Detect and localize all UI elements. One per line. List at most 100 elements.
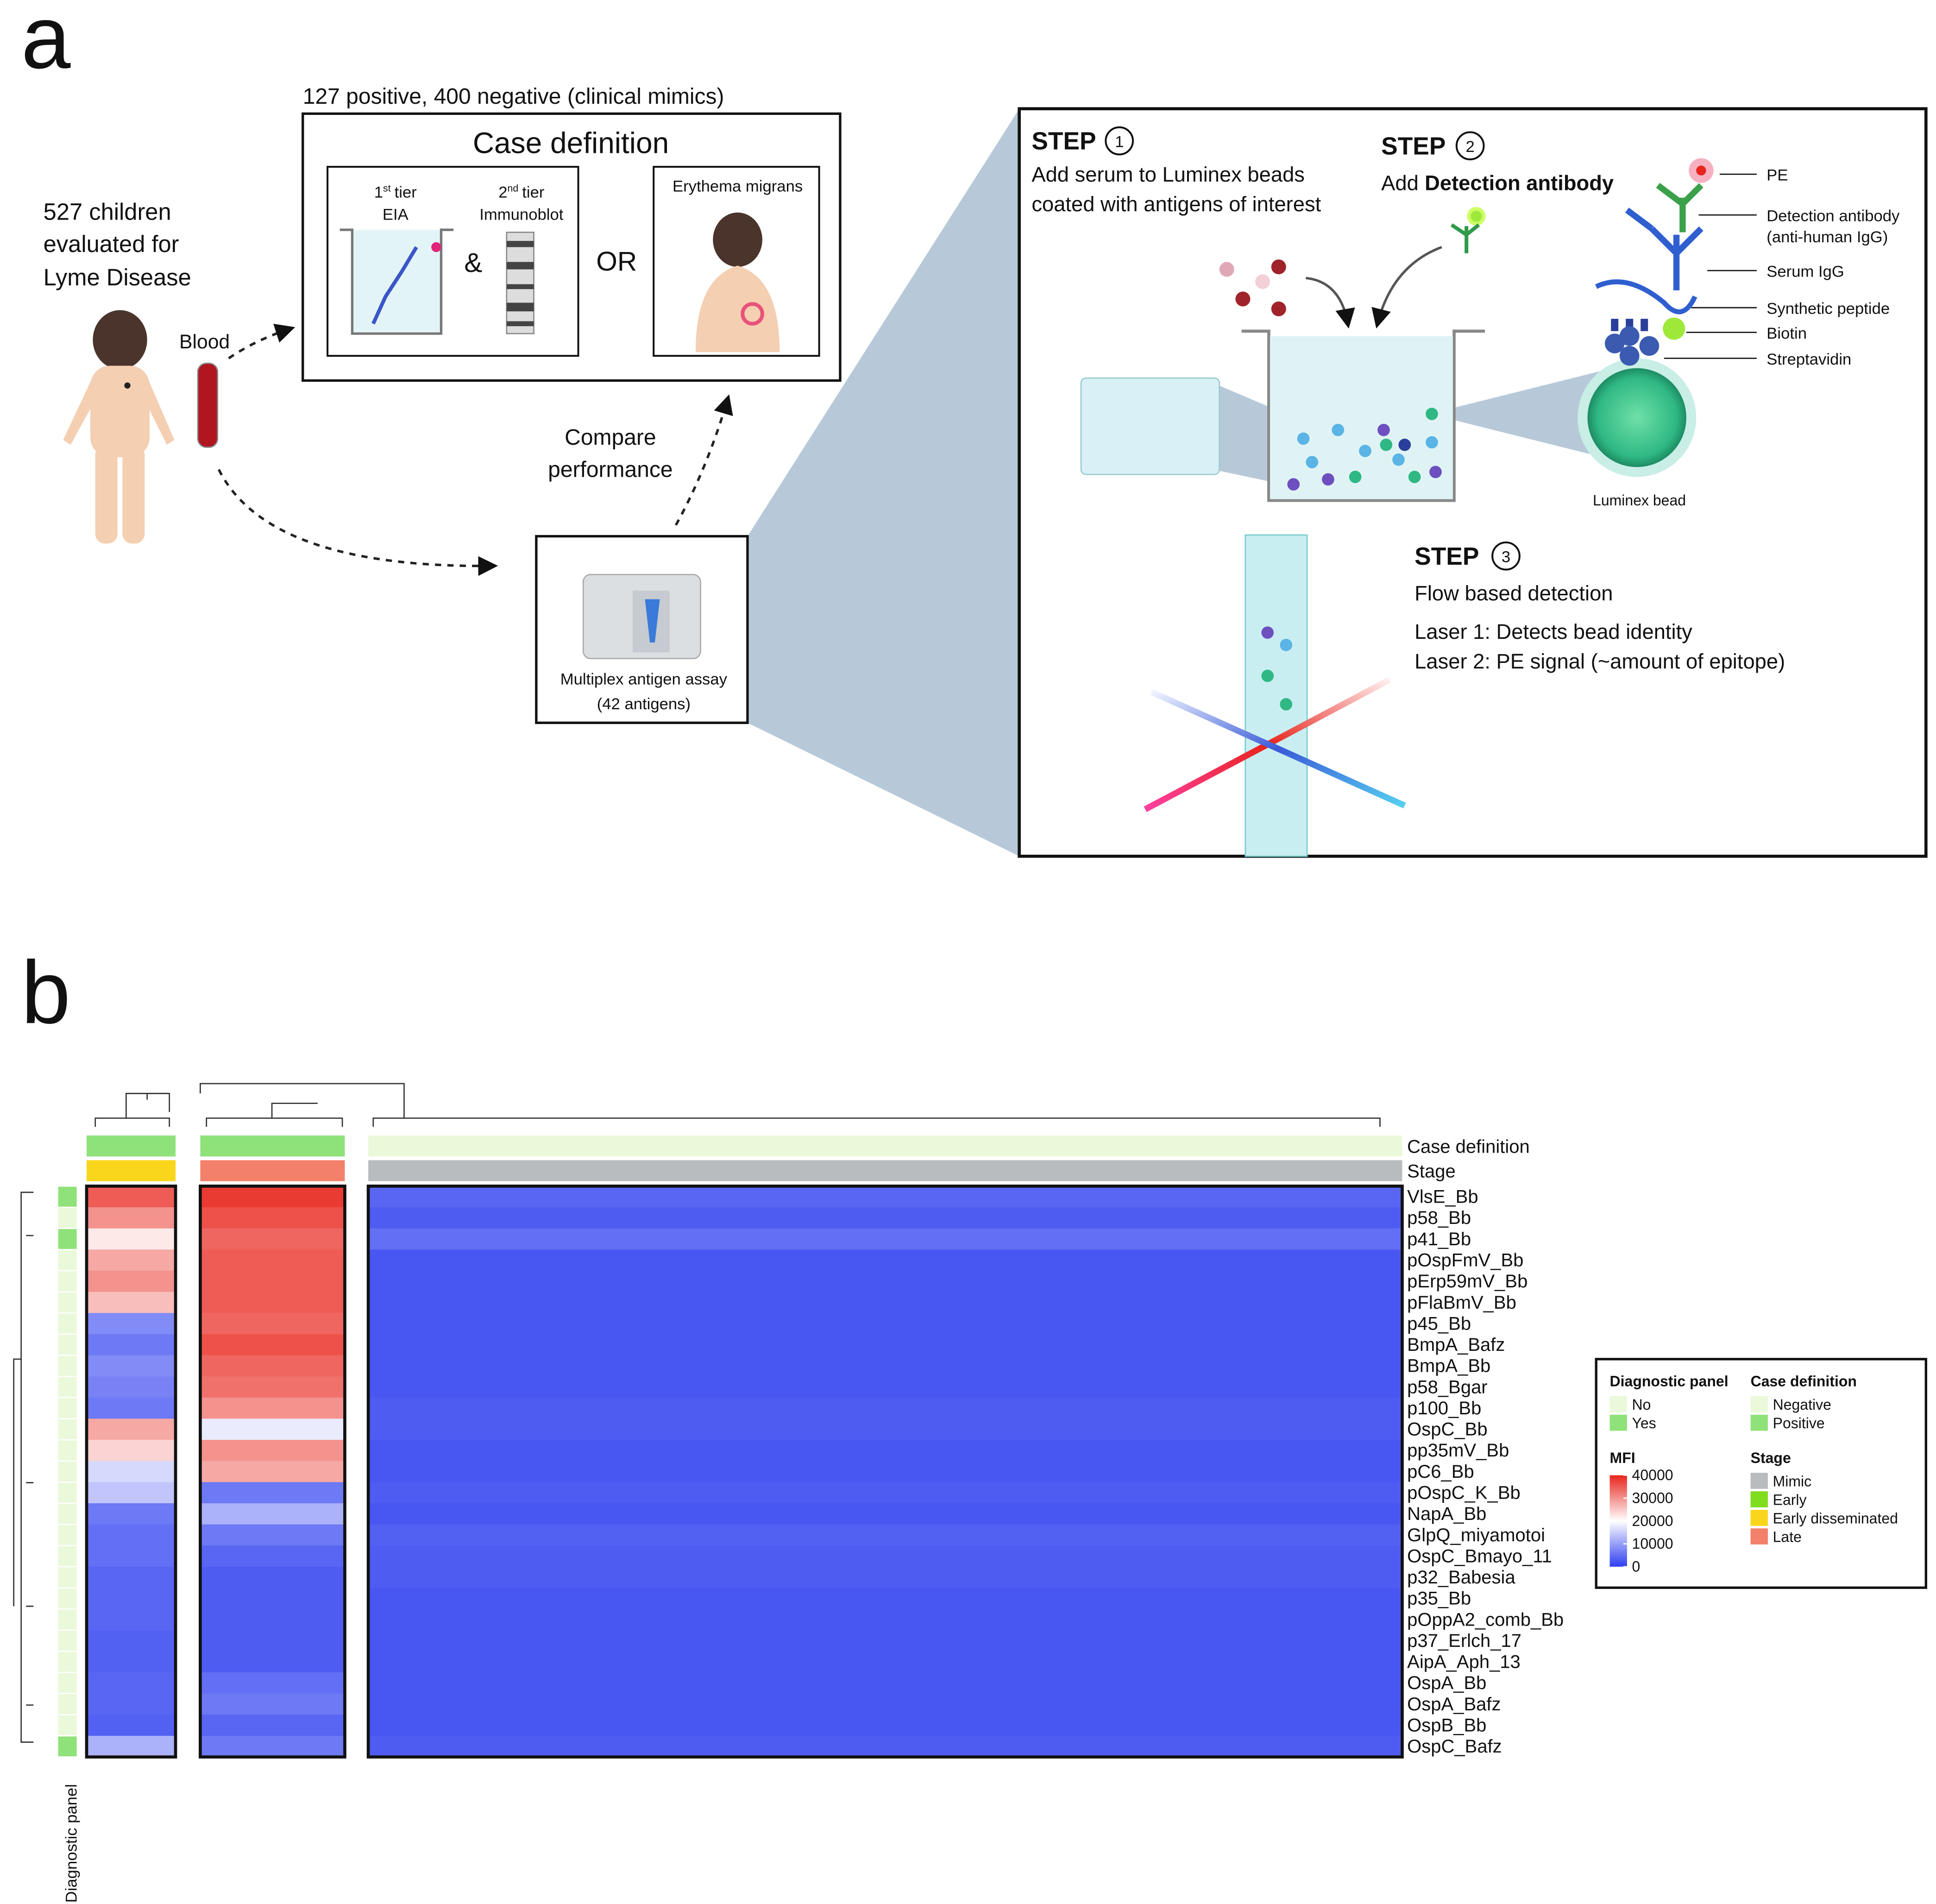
cluster-frame <box>366 1185 1404 1759</box>
well-illustration-part-part <box>1408 471 1421 483</box>
legend-swatch <box>1750 1473 1768 1489</box>
molecule-label: Synthetic peptide <box>1766 300 1890 317</box>
well-illustration-part <box>1270 336 1453 499</box>
assay-icons-part <box>371 246 418 325</box>
heatmap-cell <box>200 1270 345 1292</box>
antigen-label: VlsE_Bb <box>1407 1187 1478 1207</box>
legend-item: Late <box>1773 1529 1802 1545</box>
tier-word: tier <box>395 184 417 202</box>
bead-illustration-part <box>1664 173 1757 359</box>
well-illustration-part <box>1349 408 1438 483</box>
assay-text: Multiplex antigen assay (42 antigens) <box>560 671 728 713</box>
heatmap-cell <box>368 1376 1402 1398</box>
well-illustration-part-part <box>1359 445 1371 457</box>
heatmap-cell <box>368 1440 1402 1462</box>
assay-icons-part <box>695 265 780 353</box>
well-illustration-part-part <box>1297 432 1310 445</box>
antigen-label: pFlaBmV_Bb <box>1407 1292 1516 1313</box>
step-1-part <box>1105 126 1134 156</box>
legend-item: Negative <box>1773 1396 1831 1413</box>
diagnostic-panel-cell <box>58 1250 77 1270</box>
case-boxes-part <box>302 112 842 382</box>
assay-icons-part <box>506 284 534 290</box>
heatmap-cell <box>200 1419 345 1440</box>
well-illustration-part <box>1271 301 1286 316</box>
legend-item: Early <box>1773 1492 1807 1508</box>
heatmap-cell <box>368 1207 1402 1229</box>
panel-label: b <box>21 942 71 1042</box>
well-illustration-part-part <box>1380 438 1393 451</box>
heatmap-cell <box>200 1249 345 1271</box>
arrows-part <box>674 394 733 526</box>
diagnostic-panel-cell <box>58 1631 77 1651</box>
arrows <box>218 323 733 576</box>
step-3-part <box>1491 541 1521 571</box>
diagnostic-panel-cell <box>58 1525 77 1545</box>
heatmap-cell <box>87 1545 176 1567</box>
antigen-label: p37_Erlch_17 <box>1407 1631 1521 1651</box>
diagnostic-panel-cell <box>58 1271 77 1292</box>
legend-swatch <box>1750 1396 1768 1412</box>
bead-illustration <box>1578 158 1757 477</box>
antigen-label: p35_Bb <box>1407 1589 1471 1609</box>
assay-icons-part <box>506 232 534 334</box>
bead-illustration-part <box>1696 165 1706 176</box>
step-2: STEP 2 Add Detection antibody <box>1381 131 1614 195</box>
diagnostic-panel-cell <box>58 1208 77 1228</box>
step-label: STEP <box>1031 128 1096 155</box>
well-illustration-part <box>1287 423 1442 491</box>
compare-text: Compare performance <box>548 425 673 482</box>
molecule-label: Serum IgG <box>1766 263 1844 280</box>
legend-swatch <box>1750 1491 1768 1507</box>
child-illustration-part <box>122 445 145 544</box>
legend-item: Early disseminated <box>1773 1510 1898 1527</box>
diagnostic-panel-cell <box>58 1588 77 1608</box>
tier-test: EIA <box>383 206 409 224</box>
step-text-plain: Add <box>1381 171 1419 195</box>
bead-illustration-part <box>1604 326 1659 366</box>
antigen-label: NapA_Bb <box>1407 1504 1486 1524</box>
diagnostic-panel-cell <box>58 1229 77 1249</box>
color-scale-label: 10000 <box>1632 1535 1673 1552</box>
steps-box <box>1018 107 1928 858</box>
well-illustration-part <box>1219 262 1234 277</box>
assay-icons-part <box>431 242 441 252</box>
heatmap-cell <box>200 1715 345 1736</box>
children-line: Lyme Disease <box>44 264 191 290</box>
antigen-label: pErp59mV_Bb <box>1407 1271 1527 1292</box>
antigen-label: OspA_Bafz <box>1407 1694 1501 1715</box>
panel-label: a <box>21 0 71 87</box>
bead-illustration-part <box>1595 279 1697 315</box>
well-illustration-part <box>1467 207 1486 226</box>
bead-illustration-part-part <box>1619 326 1640 346</box>
heatmap-cell <box>200 1482 345 1504</box>
bead-illustration-part <box>1625 208 1703 290</box>
diagnostic-panel-cell <box>58 1715 77 1735</box>
heatmap-cell <box>368 1186 1402 1208</box>
antigen-label: p32_Babesia <box>1407 1567 1515 1588</box>
step-text: Add serum to Luminex beads <box>1031 163 1305 186</box>
heatmap-cell <box>368 1228 1402 1250</box>
tier-sup: nd <box>508 183 519 194</box>
heatmap-cell <box>200 1186 345 1208</box>
antigen-label: p41_Bb <box>1407 1229 1471 1249</box>
heatmap-cell <box>87 1397 176 1419</box>
antigen-label: GlpQ_miyamotoi <box>1407 1525 1545 1545</box>
antigen-label: AipA_Aph_13 <box>1407 1652 1521 1672</box>
assay-line: Multiplex antigen assay <box>560 671 728 688</box>
flow-cell-part <box>1150 689 1406 809</box>
heatmap-cell <box>368 1545 1402 1567</box>
heatmap-cell <box>200 1376 345 1398</box>
tier-test: Immunoblot <box>479 206 563 224</box>
heatmap-cell <box>368 1292 1402 1314</box>
case-boxes-part <box>327 166 579 357</box>
heatmap-cell <box>368 1566 1402 1589</box>
legend-item: Yes <box>1632 1415 1656 1431</box>
child-illustration-part <box>93 310 147 370</box>
antigen-label: pp35mV_Bb <box>1407 1440 1509 1461</box>
antigen-label: pOspC_K_Bb <box>1407 1482 1521 1503</box>
diagnostic-panel-cell <box>58 1398 77 1419</box>
diagnostic-panel-cell <box>58 1462 77 1482</box>
bead-illustration-part <box>1656 183 1703 233</box>
